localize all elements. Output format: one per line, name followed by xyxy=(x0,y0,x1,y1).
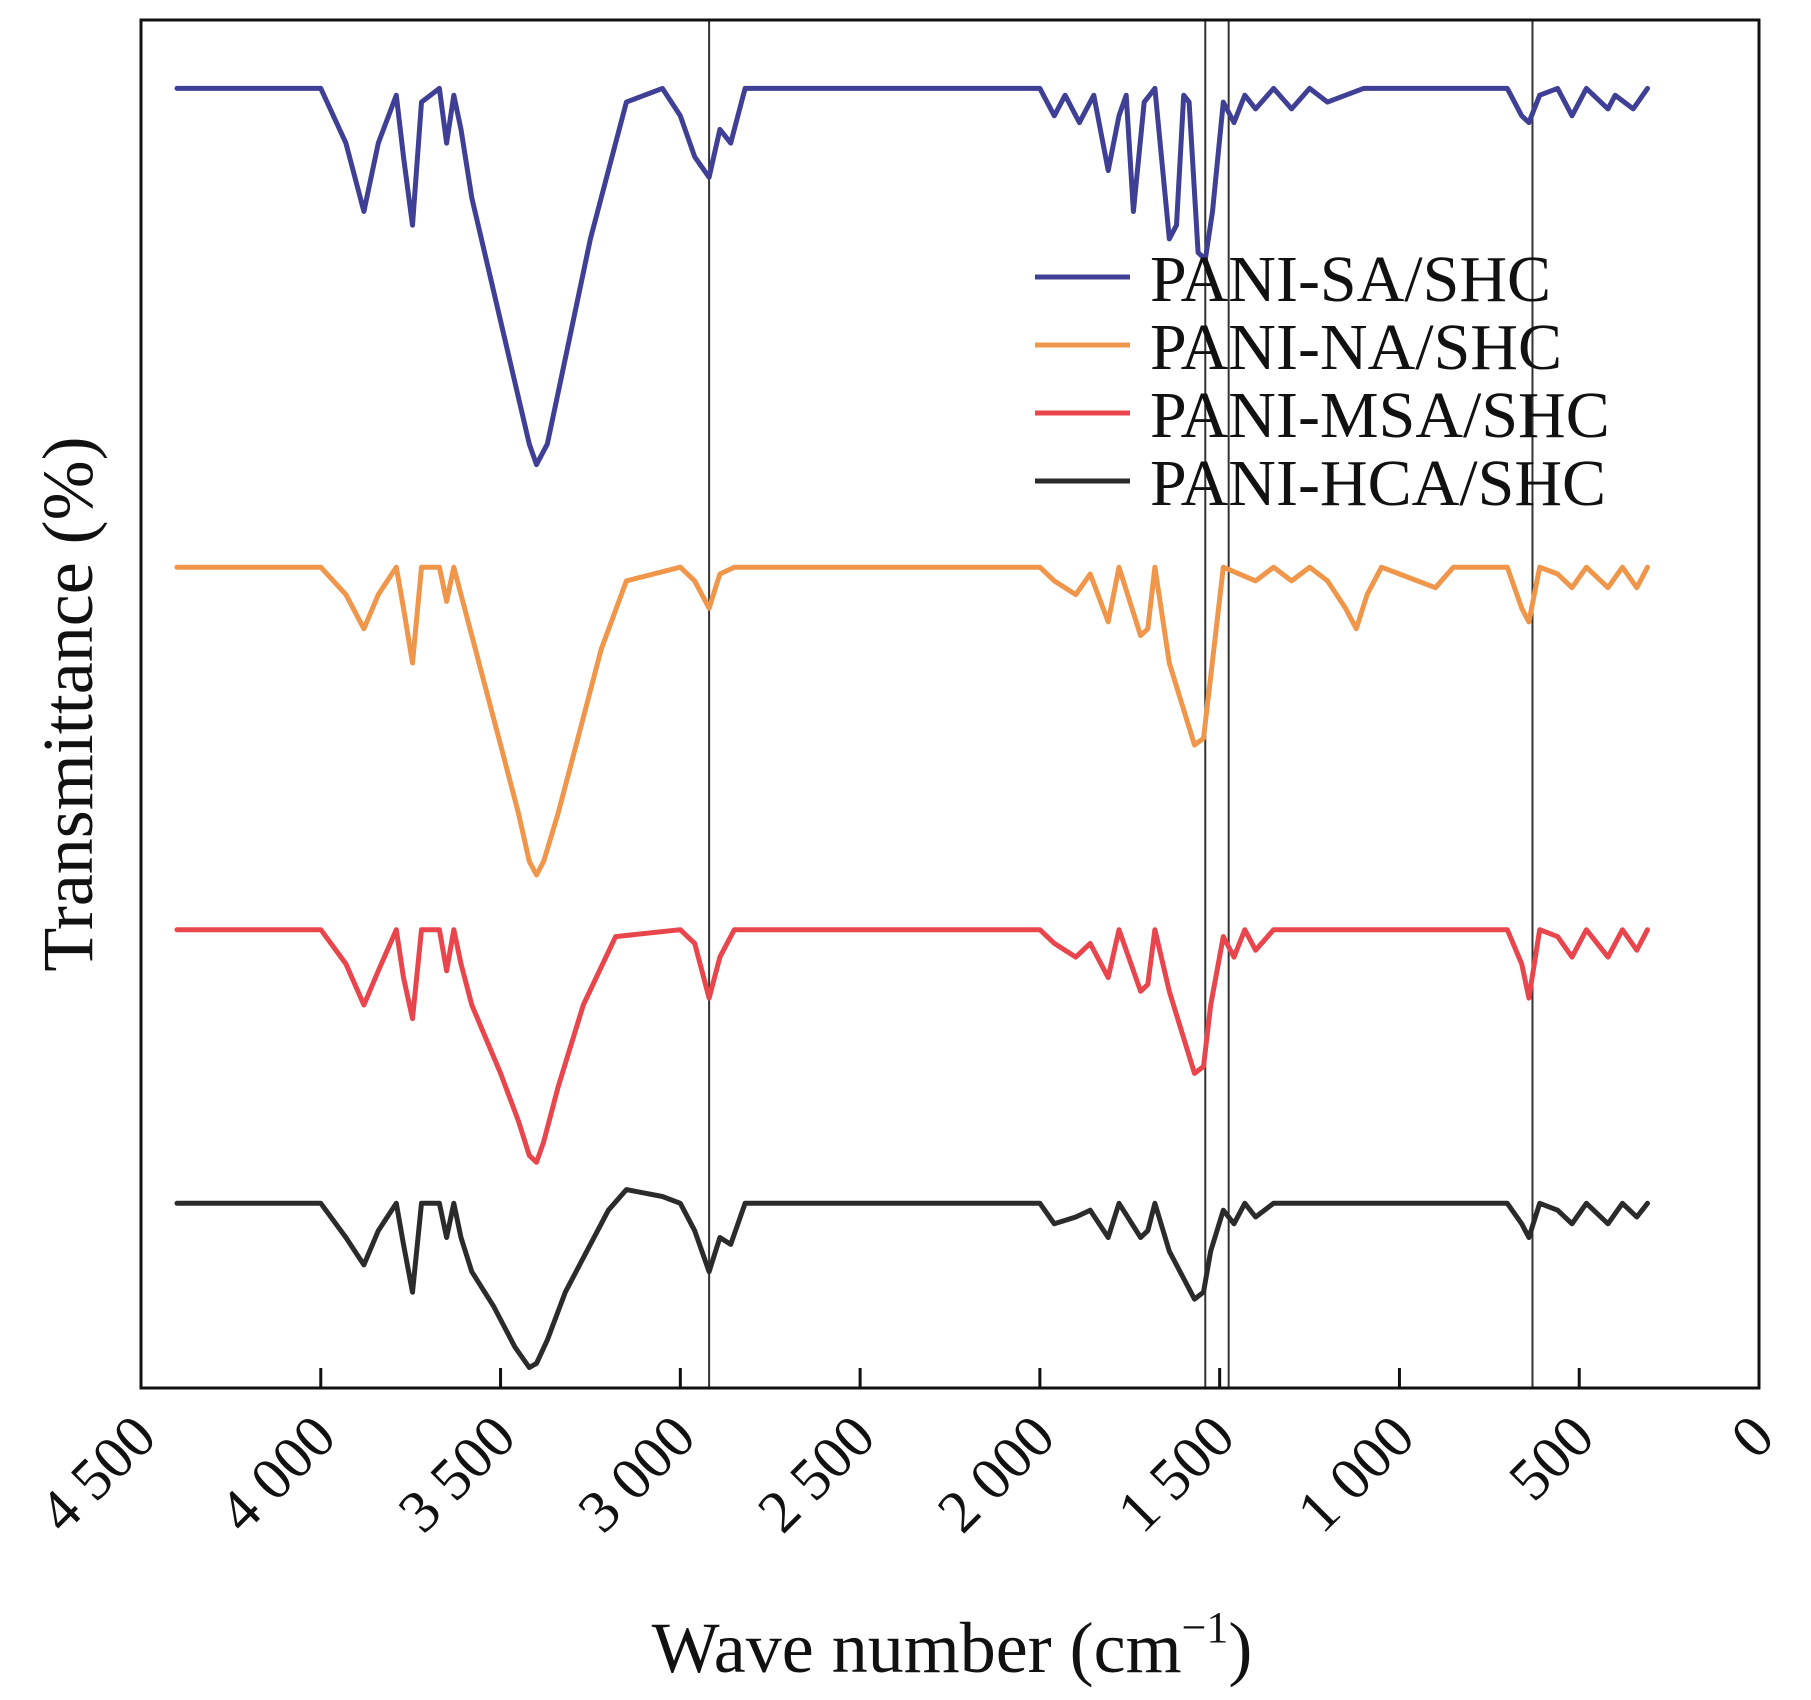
x-tick-label-1: 4 000 xyxy=(206,1403,348,1545)
x-axis-ticks xyxy=(141,1368,1759,1388)
legend: PANI-SA/SHCPANI-NA/SHCPANI-MSA/SHCPANI-H… xyxy=(1035,243,1610,520)
x-axis-label-unit-exponent: −1 xyxy=(1182,1603,1229,1652)
x-tick-label-0: 4 500 xyxy=(26,1403,168,1545)
x-tick-label-7: 1 000 xyxy=(1285,1403,1427,1545)
x-tick-label-8: 500 xyxy=(1496,1403,1606,1513)
x-tick-label-3: 3 000 xyxy=(565,1403,707,1545)
legend-label-2: PANI-MSA/SHC xyxy=(1150,379,1610,452)
legend-label-1: PANI-NA/SHC xyxy=(1150,311,1562,384)
x-axis-tick-labels: 4 500 4 000 3 500 3 000 2 500 2 000 1 500 1 000… xyxy=(26,1403,1786,1545)
x-tick-label-4: 2 500 xyxy=(745,1403,887,1545)
legend-label-3: PANI-HCA/SHC xyxy=(1150,447,1606,520)
series-line-pani-na-shc xyxy=(177,567,1648,875)
series-line-pani-msa-shc xyxy=(177,930,1648,1163)
ftir-chart: 4 500 4 000 3 500 3 000 2 500 2 000 1 500 1 000… xyxy=(0,0,1811,1700)
x-tick-label-5: 2 000 xyxy=(925,1403,1067,1545)
x-tick-label-2: 3 500 xyxy=(386,1403,528,1545)
x-tick-label-9: 0 xyxy=(1718,1403,1786,1471)
y-axis-label: Transmittance (%) xyxy=(28,436,108,971)
reference-lines xyxy=(709,20,1532,1388)
x-tick-label-6: 1 500 xyxy=(1105,1403,1247,1545)
legend-label-0: PANI-SA/SHC xyxy=(1150,243,1551,316)
x-axis-label: Wave number (cm−1) xyxy=(652,1603,1253,1688)
series-line-pani-hca-shc xyxy=(177,1190,1648,1368)
plot-frame xyxy=(141,20,1759,1388)
